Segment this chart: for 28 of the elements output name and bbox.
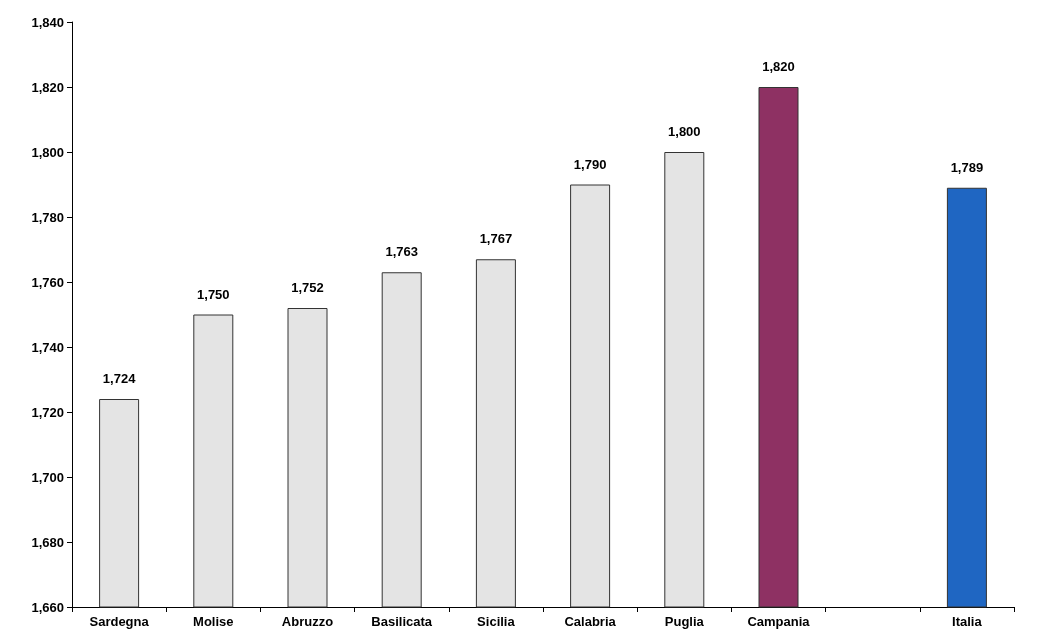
data-label: 1,752 <box>291 280 324 295</box>
y-tick-label: 1,740 <box>31 339 64 355</box>
data-label: 1,724 <box>102 371 137 386</box>
y-tick-label: 1,660 <box>31 599 64 615</box>
data-label: 1,767 <box>479 231 513 247</box>
x-tick-label: Basilicata <box>371 614 433 629</box>
x-tick-label: Italia <box>952 614 983 629</box>
y-tick-label: 1,700 <box>31 469 64 485</box>
x-tick-label: Calabria <box>564 614 617 629</box>
y-tick-label: 1,760 <box>31 274 64 290</box>
data-label: 1,750 <box>197 286 230 302</box>
y-tick-label: 1,840 <box>31 14 64 30</box>
y-tick-label: 1,820 <box>31 79 64 95</box>
x-tick-label: Puglia <box>664 614 705 629</box>
y-tick-label: 1,800 <box>31 144 64 160</box>
x-tick-label: Molise <box>193 614 234 629</box>
data-label: 1,800 <box>668 124 701 139</box>
data-label: 1,790 <box>573 156 607 172</box>
y-tick-label: 1,720 <box>31 404 64 420</box>
data-label: 1,763 <box>385 244 418 260</box>
data-label: 1,789 <box>950 159 984 175</box>
x-tick-label: Campania <box>747 614 811 629</box>
x-tick-label: Sicilia <box>477 614 516 629</box>
x-tick-label: Abruzzo <box>281 614 334 629</box>
data-label: 1,820 <box>762 59 795 74</box>
x-tick-label: Sardegna <box>89 614 150 629</box>
y-tick-label: 1,680 <box>31 534 64 550</box>
y-tick-label: 1,780 <box>31 209 64 225</box>
